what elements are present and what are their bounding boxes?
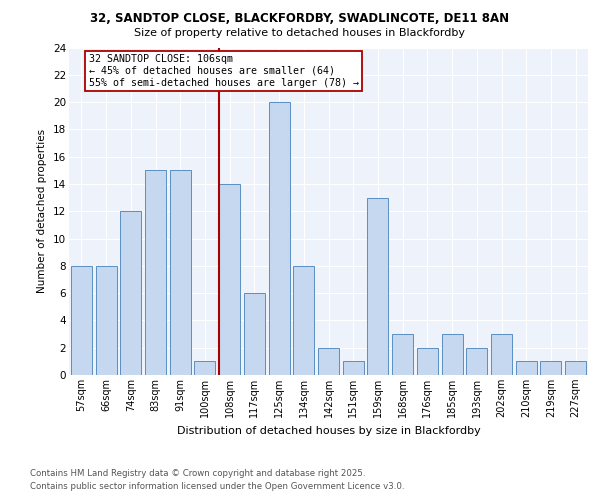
Bar	[466, 348, 487, 375]
Bar	[318, 348, 339, 375]
Bar	[244, 293, 265, 375]
Bar	[541, 362, 562, 375]
Bar	[343, 362, 364, 375]
Bar	[417, 348, 438, 375]
Text: Contains public sector information licensed under the Open Government Licence v3: Contains public sector information licen…	[30, 482, 404, 491]
Bar	[392, 334, 413, 375]
Bar	[145, 170, 166, 375]
Text: 32 SANDTOP CLOSE: 106sqm
← 45% of detached houses are smaller (64)
55% of semi-d: 32 SANDTOP CLOSE: 106sqm ← 45% of detach…	[89, 54, 359, 88]
Bar	[170, 170, 191, 375]
Bar	[442, 334, 463, 375]
Bar	[367, 198, 388, 375]
Bar	[120, 211, 141, 375]
Text: Contains HM Land Registry data © Crown copyright and database right 2025.: Contains HM Land Registry data © Crown c…	[30, 469, 365, 478]
Bar	[269, 102, 290, 375]
Text: Size of property relative to detached houses in Blackfordby: Size of property relative to detached ho…	[134, 28, 466, 38]
X-axis label: Distribution of detached houses by size in Blackfordby: Distribution of detached houses by size …	[176, 426, 481, 436]
Text: 32, SANDTOP CLOSE, BLACKFORDBY, SWADLINCOTE, DE11 8AN: 32, SANDTOP CLOSE, BLACKFORDBY, SWADLINC…	[91, 12, 509, 26]
Bar	[491, 334, 512, 375]
Bar	[71, 266, 92, 375]
Bar	[95, 266, 116, 375]
Bar	[194, 362, 215, 375]
Bar	[565, 362, 586, 375]
Bar	[516, 362, 537, 375]
Bar	[219, 184, 240, 375]
Y-axis label: Number of detached properties: Number of detached properties	[37, 129, 47, 294]
Bar	[293, 266, 314, 375]
